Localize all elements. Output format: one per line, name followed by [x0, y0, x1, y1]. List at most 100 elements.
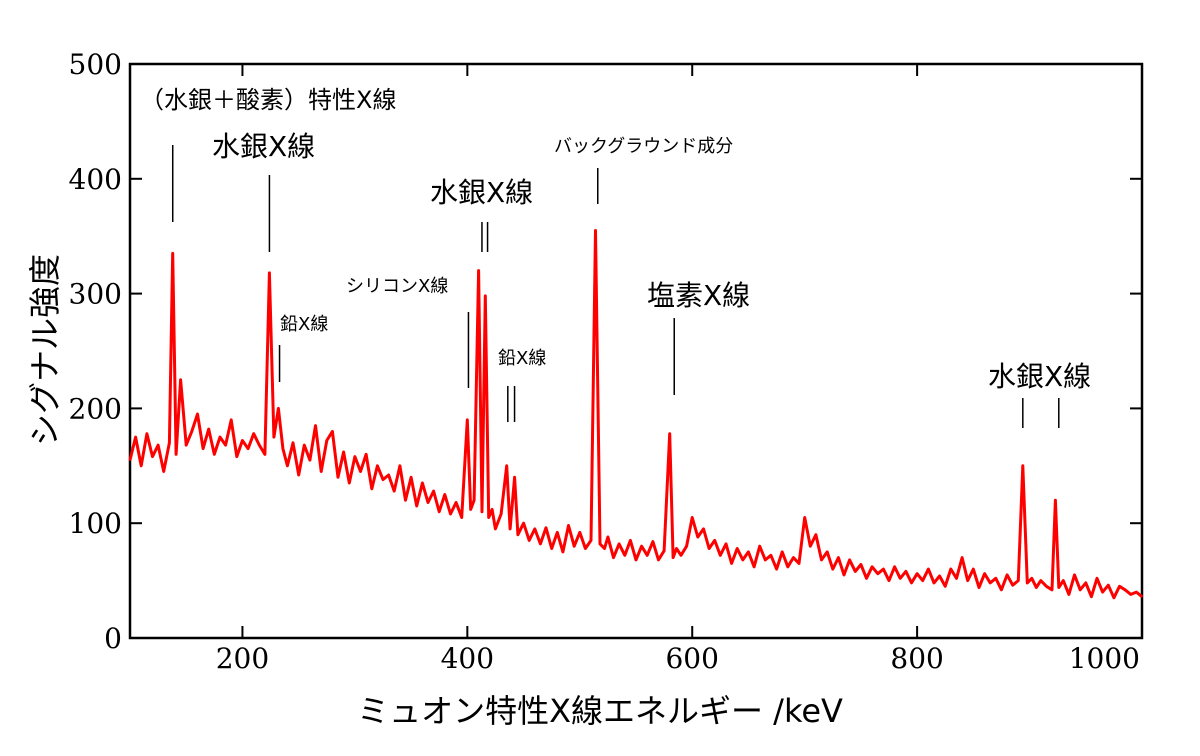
data-point [1040, 579, 1042, 582]
data-point [1113, 597, 1115, 599]
annotation-label-pb-2: 鉛X線 [498, 348, 546, 369]
data-point [491, 508, 493, 511]
data-point [672, 556, 674, 559]
data-point [466, 419, 469, 421]
annotation-label-hg-3: 水銀X線 [988, 360, 1091, 393]
data-point [792, 556, 795, 559]
data-point [652, 540, 654, 543]
data-point [282, 447, 284, 450]
data-point [522, 522, 525, 524]
data-point [1090, 595, 1093, 598]
data-point [736, 547, 738, 550]
data-point [421, 482, 424, 484]
data-point [202, 447, 204, 450]
data-point [387, 474, 390, 476]
data-point [438, 510, 441, 513]
data-point [494, 528, 497, 530]
data-point [268, 272, 271, 274]
data-point [843, 574, 845, 576]
data-point [871, 566, 873, 568]
data-point [427, 501, 429, 504]
data-point [1068, 593, 1070, 596]
data-point [966, 579, 969, 582]
data-point [1026, 582, 1029, 584]
data-point [528, 539, 530, 542]
data-point [612, 556, 615, 559]
data-point [781, 551, 783, 553]
data-point [484, 295, 487, 297]
data-point [1011, 584, 1014, 586]
data-point [697, 536, 699, 538]
data-point [219, 436, 221, 438]
data-point [865, 577, 868, 580]
data-point [1006, 574, 1008, 576]
data-point [550, 547, 553, 550]
data-point [469, 508, 472, 511]
data-point [579, 531, 581, 534]
data-point [730, 562, 733, 565]
data-point [860, 563, 862, 566]
y-tick-label: 400 [69, 163, 122, 196]
data-point [337, 476, 339, 479]
annotation-layer: （水銀＋酸素）特性X線 水銀X線 鉛X線 シリコンX線 水銀X線 鉛X線 バック… [140, 86, 1091, 428]
data-point [393, 490, 396, 492]
data-point [309, 459, 311, 461]
data-point [487, 516, 490, 519]
y-axis-title: シグナル強度 [26, 254, 64, 446]
series-layer [128, 229, 1143, 600]
data-point [505, 465, 508, 467]
y-tick-label: 500 [69, 48, 122, 81]
data-point [292, 442, 294, 444]
data-point [713, 539, 716, 542]
data-point [618, 543, 620, 545]
axis-ticks: 0 100 200 300 400 500 200 400 600 800 1000 [69, 48, 1142, 675]
data-point [224, 444, 227, 446]
data-point [196, 413, 199, 415]
data-point [151, 455, 154, 458]
data-point [978, 586, 980, 589]
data-point [410, 476, 412, 479]
data-point [354, 455, 356, 458]
data-point [1124, 589, 1126, 591]
data-point [708, 547, 710, 550]
data-point [331, 430, 334, 433]
data-point [787, 566, 789, 568]
data-point [185, 444, 187, 446]
data-point [326, 439, 328, 442]
data-point [680, 554, 682, 557]
data-point [635, 559, 637, 561]
data-point [303, 444, 306, 446]
annotation-label-pb-1: 鉛X線 [280, 314, 328, 335]
data-point [573, 545, 575, 547]
data-point [972, 568, 975, 570]
data-point [168, 442, 171, 444]
data-point [1051, 589, 1053, 591]
data-point [607, 536, 609, 538]
data-point [603, 547, 606, 550]
data-point [241, 439, 244, 442]
annotation-label-si: シリコンX線 [346, 276, 448, 297]
y-tick-label: 0 [104, 622, 122, 655]
data-point [882, 568, 885, 570]
data-point [1101, 591, 1104, 593]
data-point [286, 465, 289, 467]
data-point [815, 533, 817, 536]
data-point [995, 577, 997, 580]
data-point [854, 570, 857, 573]
data-point [893, 566, 896, 568]
data-point [691, 516, 693, 519]
data-point [590, 539, 592, 542]
data-point [764, 559, 767, 561]
data-point [1058, 586, 1060, 589]
plot-frame [128, 62, 1144, 640]
data-point [258, 444, 261, 446]
data-point [230, 419, 232, 421]
data-point [449, 513, 452, 515]
data-point [916, 572, 918, 575]
data-point [657, 559, 660, 561]
x-tick-label: 200 [216, 642, 269, 675]
data-point [455, 501, 457, 504]
data-point [758, 545, 761, 547]
annotation-label-cl: 塩素X線 [647, 279, 750, 312]
data-point [1141, 595, 1143, 598]
